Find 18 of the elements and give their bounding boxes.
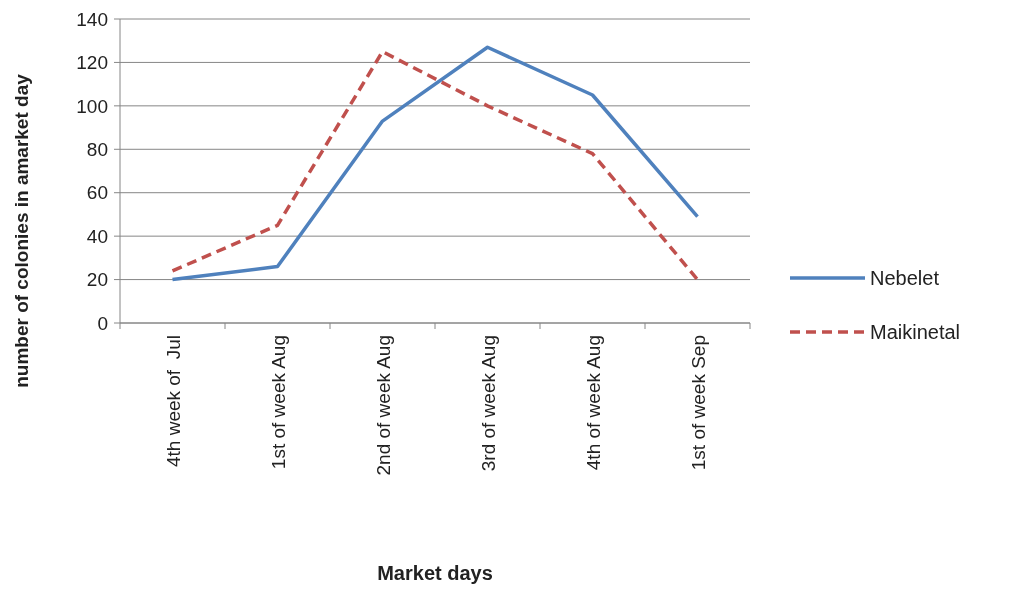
- x-tick-label: 3rd of week Aug: [477, 335, 499, 472]
- x-tick-label: 4th week of Jul: [162, 335, 184, 468]
- y-tick-label: 120: [76, 52, 108, 74]
- x-tick-label: 1st of week Sep: [687, 335, 709, 471]
- y-tick-label: 60: [86, 182, 108, 204]
- legend-label: Nebelet: [870, 267, 940, 289]
- y-tick-label: 20: [86, 269, 108, 291]
- x-tick-label: 1st of week Aug: [267, 335, 289, 470]
- y-tick-label: 80: [86, 138, 108, 160]
- y-tick-label: 0: [97, 312, 108, 334]
- legend-label: Maikinetal: [870, 321, 961, 343]
- y-tick-label: 140: [76, 8, 108, 30]
- y-tick-label: 40: [86, 225, 108, 247]
- x-tick-label: 4th of week Aug: [582, 335, 604, 471]
- x-axis-title: Market days: [377, 562, 493, 584]
- x-tick-label: 2nd of week Aug: [372, 335, 394, 476]
- y-tick-label: 100: [76, 95, 108, 117]
- y-axis-title: number of colonies in amarket day: [11, 73, 32, 388]
